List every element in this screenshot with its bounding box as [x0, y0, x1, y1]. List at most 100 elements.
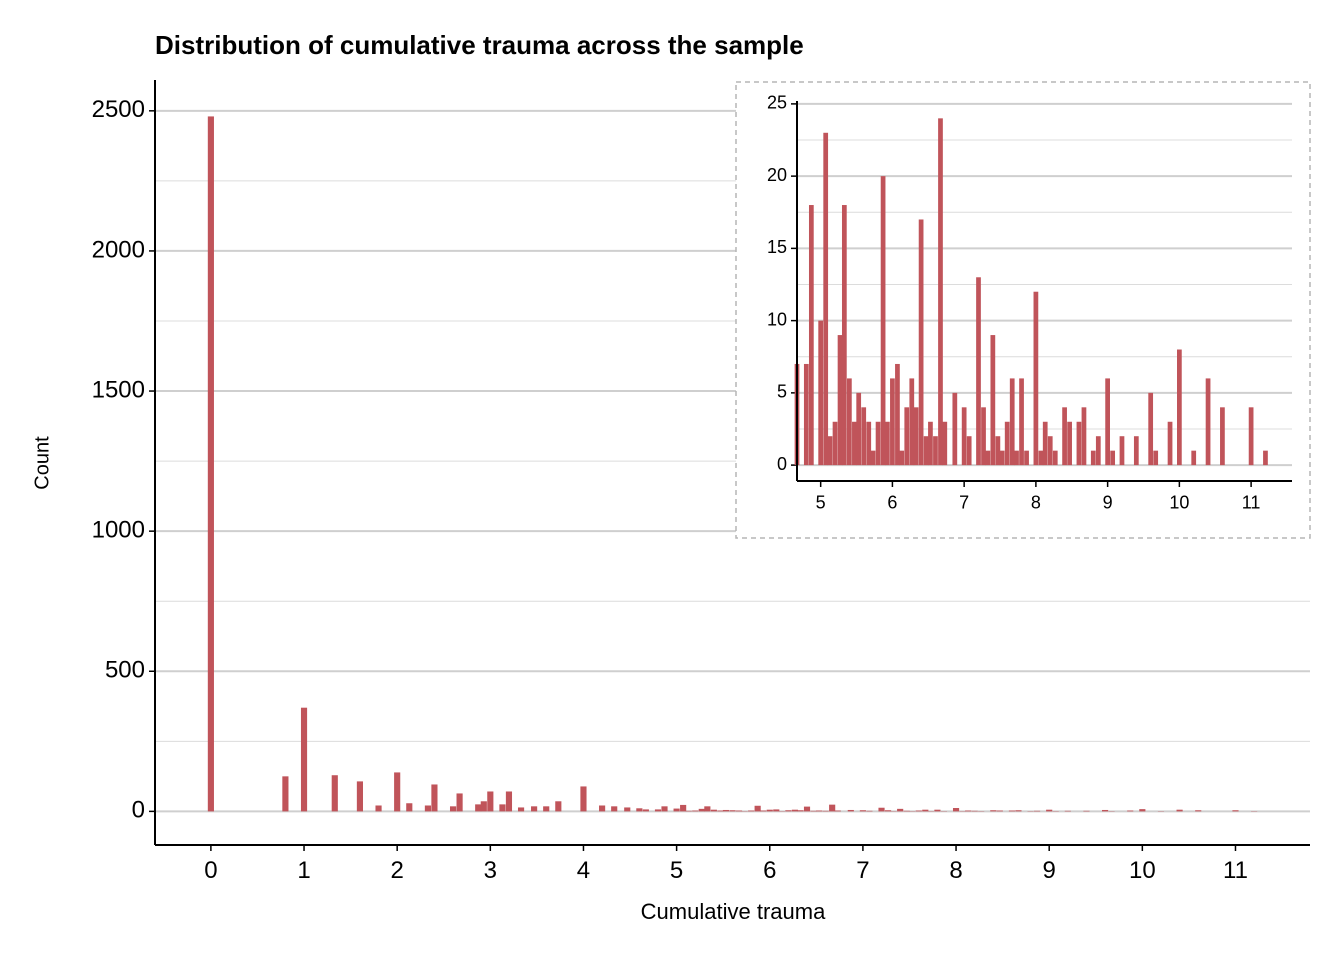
bar	[895, 363, 900, 466]
bar	[884, 810, 892, 812]
bar	[981, 407, 986, 466]
bar	[899, 450, 905, 466]
bar	[624, 807, 631, 812]
bar	[1095, 436, 1101, 466]
inset-frame	[735, 81, 1311, 539]
bar	[300, 707, 308, 812]
bar	[915, 810, 922, 812]
bar	[766, 809, 773, 812]
y-tick-label: 0	[777, 454, 787, 474]
bar	[654, 809, 662, 812]
bar	[785, 810, 792, 812]
bar	[505, 791, 513, 812]
x-tick-label: 5	[670, 857, 683, 884]
bar	[406, 803, 413, 812]
bar	[866, 810, 873, 812]
bar	[735, 810, 743, 812]
bar	[999, 450, 1005, 466]
bar	[1015, 810, 1022, 812]
bar	[611, 806, 618, 812]
bar	[952, 392, 958, 466]
x-tick-label: 9	[1043, 857, 1056, 884]
bar	[903, 810, 910, 812]
bar	[847, 809, 854, 812]
bar	[475, 804, 482, 812]
y-tick-label: 20	[767, 165, 787, 185]
bar	[1102, 809, 1109, 812]
bar	[791, 809, 798, 812]
bar	[673, 808, 680, 812]
bar	[1081, 407, 1087, 466]
bar	[1232, 810, 1239, 812]
bar	[1133, 436, 1139, 466]
bar	[816, 810, 823, 812]
bar	[456, 793, 463, 812]
bar	[808, 205, 814, 466]
bar	[861, 407, 867, 466]
bar	[1014, 450, 1019, 466]
y-tick-label: 0	[132, 797, 145, 824]
x-tick-label: 1	[297, 857, 310, 884]
y-tick-label: 1500	[92, 376, 145, 403]
bar	[810, 810, 817, 812]
bar	[878, 807, 885, 812]
bar	[394, 772, 401, 812]
bar	[971, 810, 978, 812]
bar	[1052, 450, 1058, 466]
bar	[965, 810, 972, 812]
bar	[599, 805, 606, 812]
bar	[680, 804, 687, 812]
bar	[961, 407, 967, 466]
bar	[1110, 450, 1116, 466]
bar	[909, 378, 915, 466]
y-tick-label: 15	[767, 237, 787, 257]
bar	[803, 806, 811, 812]
bar	[918, 219, 924, 466]
bar	[1034, 810, 1041, 812]
x-tick-label: 6	[887, 492, 897, 512]
bar	[1008, 810, 1016, 812]
bar	[424, 805, 431, 812]
bar	[1205, 378, 1211, 466]
bar	[1038, 450, 1044, 466]
bar	[748, 810, 755, 812]
bar	[923, 436, 929, 466]
bar	[555, 801, 562, 812]
bar	[1090, 450, 1096, 466]
bar	[913, 407, 919, 466]
x-tick-label: 6	[763, 857, 776, 884]
bar	[880, 176, 886, 466]
bar	[642, 809, 649, 812]
x-tick-label: 8	[1031, 492, 1041, 512]
bar	[995, 436, 1001, 466]
bar	[773, 809, 780, 812]
bar	[866, 421, 872, 466]
bar	[875, 421, 881, 466]
bar	[859, 810, 866, 812]
y-tick-label: 5	[777, 382, 787, 402]
bar	[449, 806, 457, 812]
bar	[996, 810, 1003, 812]
bar	[685, 810, 692, 812]
bar	[722, 809, 730, 812]
bar	[1153, 450, 1159, 466]
bar	[431, 784, 438, 812]
bar	[698, 808, 705, 812]
chart-title: Distribution of cumulative trauma across…	[155, 30, 804, 60]
bar	[897, 808, 904, 812]
bar	[356, 781, 363, 812]
bar	[710, 809, 717, 812]
bar	[847, 378, 852, 466]
bar	[928, 421, 933, 466]
bar	[717, 810, 724, 812]
bar	[822, 810, 829, 812]
bar	[1042, 421, 1048, 466]
bar	[1176, 809, 1183, 812]
bar	[904, 407, 910, 466]
bar	[803, 363, 809, 466]
bar	[531, 806, 538, 812]
bar	[1067, 421, 1072, 466]
bar	[754, 805, 761, 812]
bar	[966, 436, 972, 466]
bar	[990, 335, 996, 466]
